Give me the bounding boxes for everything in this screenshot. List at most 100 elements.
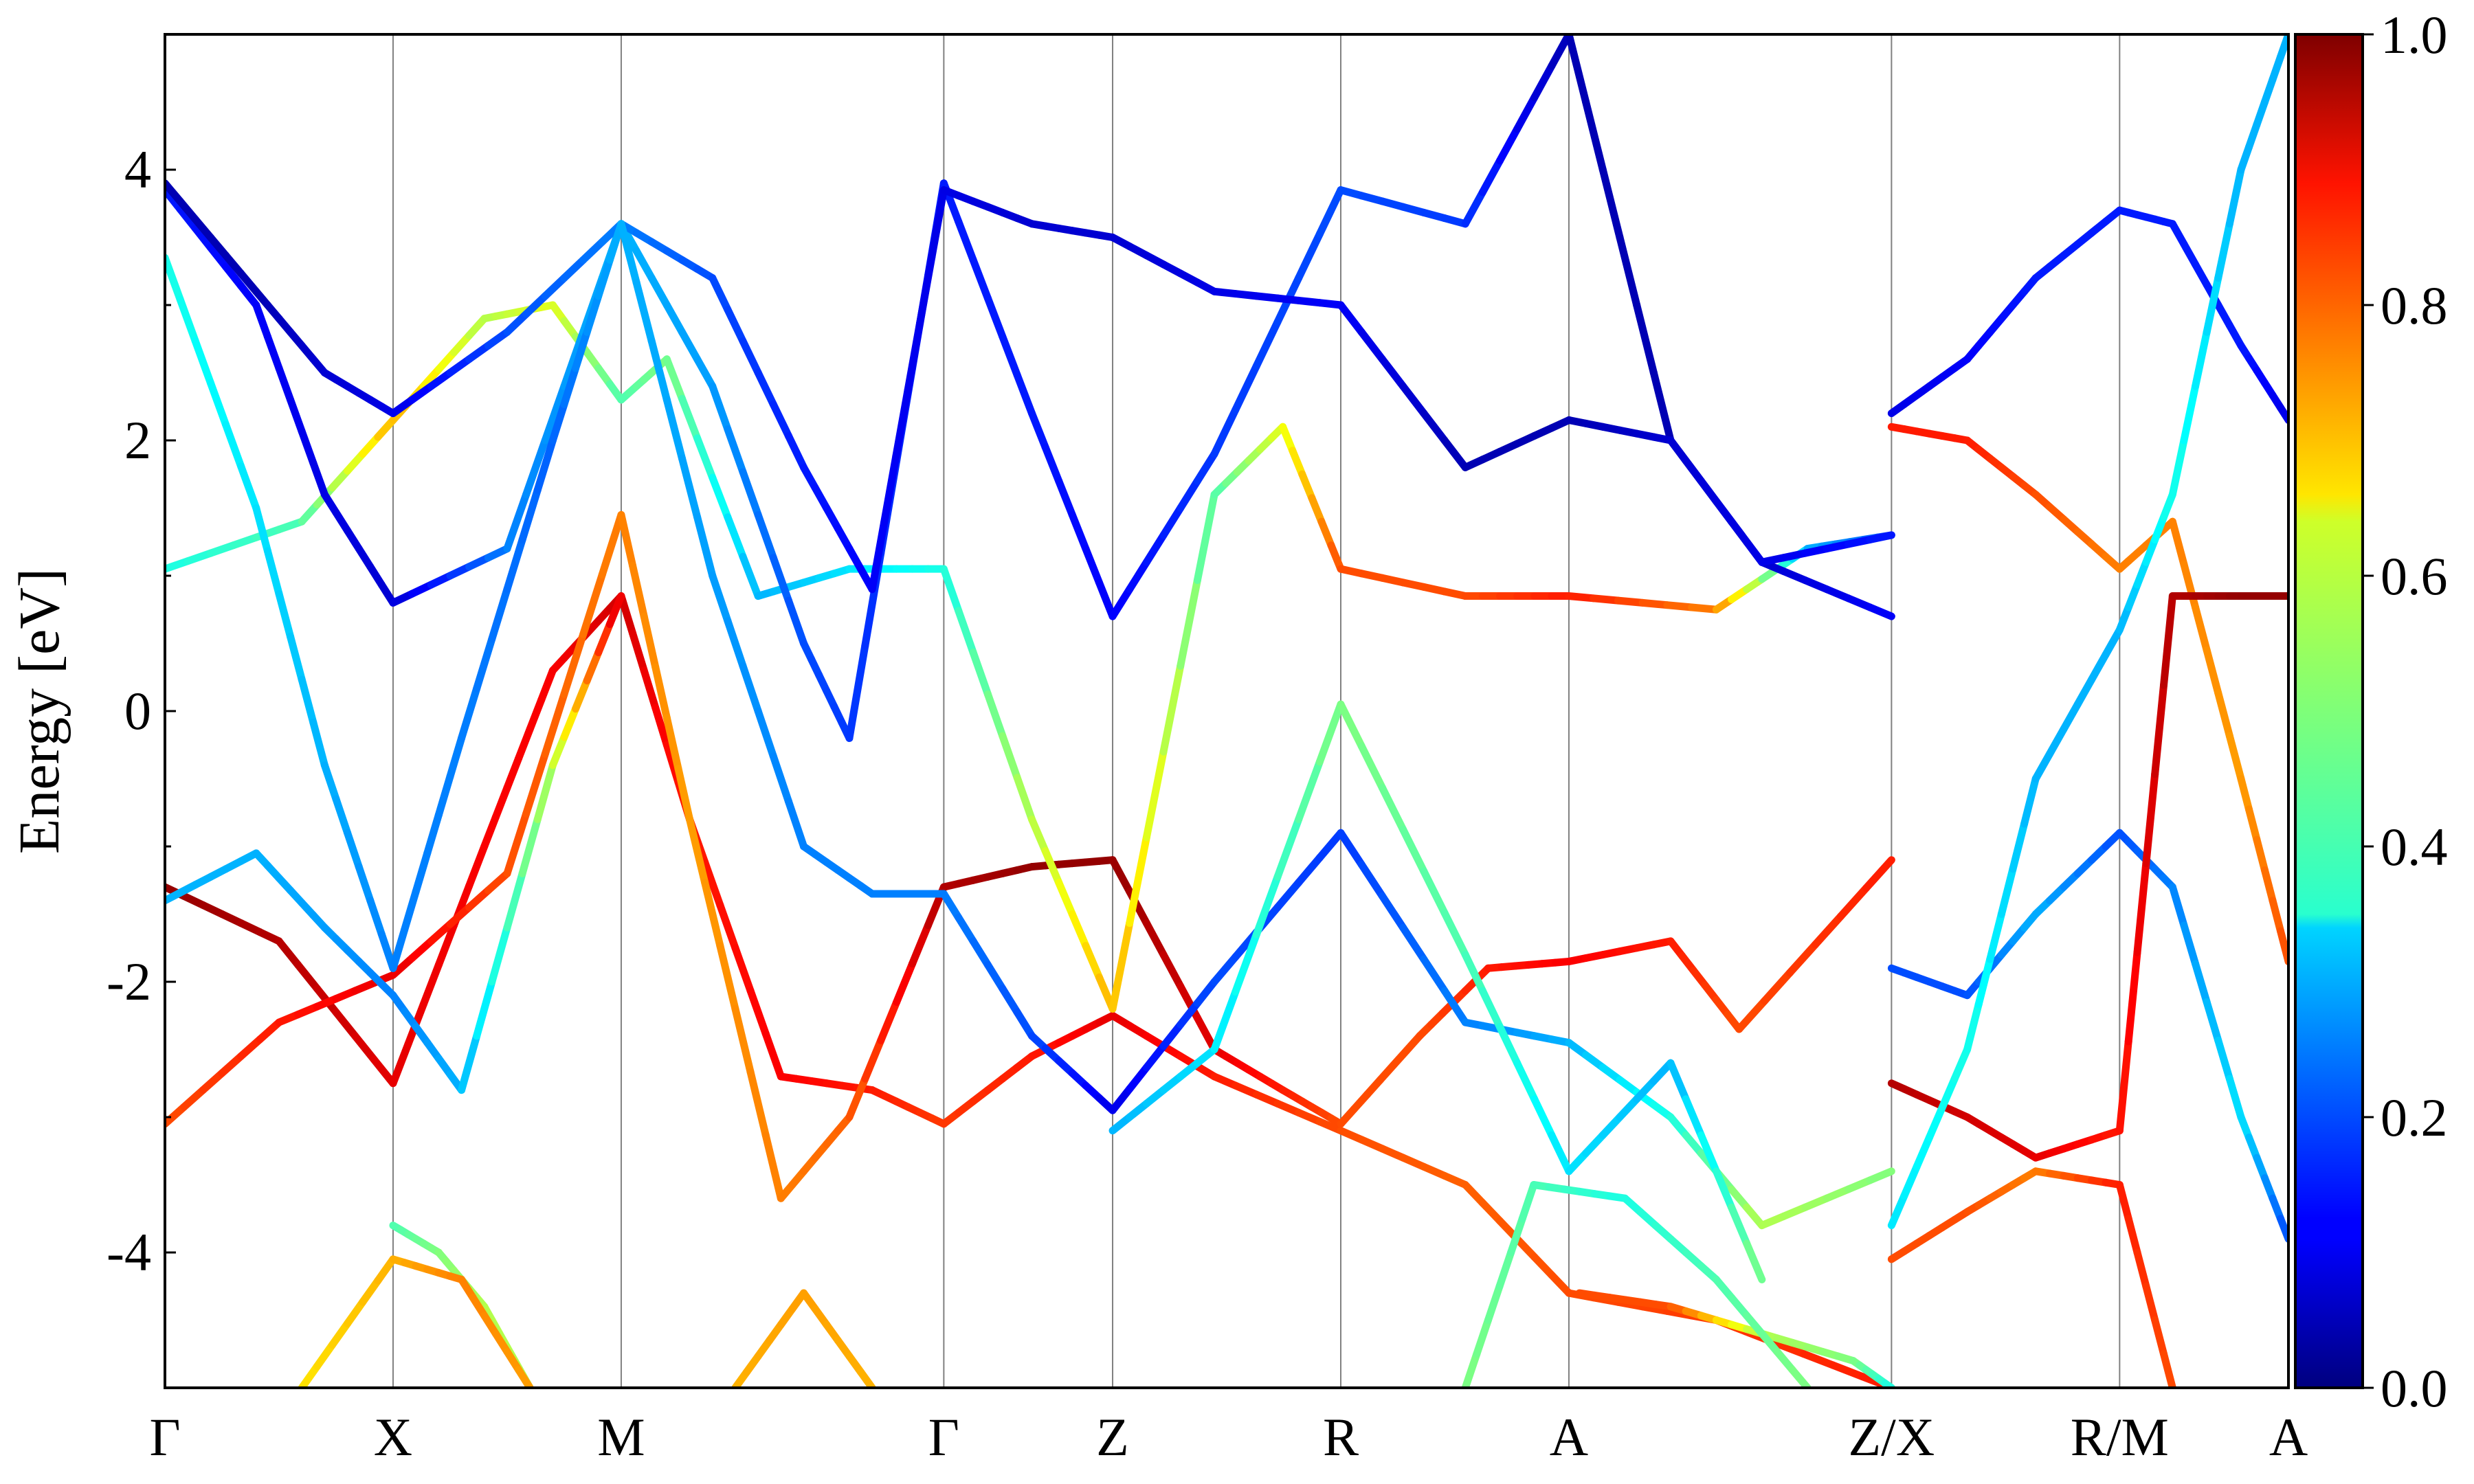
band-segment (2203, 646, 2222, 697)
band-segment (165, 1103, 188, 1128)
band-segment (1159, 1020, 1185, 1050)
band-segment (2269, 897, 2284, 935)
band-segment (1758, 1212, 1787, 1230)
band-segment (1478, 1199, 1504, 1225)
band-segment (313, 1341, 336, 1371)
band-segment (222, 251, 245, 278)
band-segment (1159, 504, 1185, 539)
band-segment (309, 459, 328, 499)
band-segment (434, 348, 458, 374)
band-segment (2192, 328, 2211, 390)
band-segment (1862, 856, 1895, 892)
band-segment (1440, 987, 1469, 1026)
band-segment (2102, 626, 2124, 659)
band-segment (784, 596, 808, 647)
band-segment (746, 987, 770, 1038)
band-segment (857, 1368, 876, 1388)
band-segment (1495, 125, 1522, 165)
band-segment (1082, 941, 1103, 981)
band-segment (1337, 700, 1366, 750)
band-8 (1108, 700, 1766, 1283)
band-segment (1811, 912, 1845, 949)
band-segment (1728, 1294, 1751, 1320)
band-segment (298, 501, 321, 526)
band-segment (465, 315, 489, 339)
band-14 (1887, 1167, 2176, 1388)
band-segment (1399, 923, 1428, 963)
band-segment (1399, 825, 1428, 875)
band-segment (1357, 742, 1386, 792)
band-segment (769, 554, 792, 605)
x-axis: Γ X M Γ Z R A Z/X R/M A (149, 1407, 2308, 1467)
band-segment (537, 666, 557, 704)
band-segment (1743, 1239, 1766, 1283)
band-segment (1513, 1235, 1539, 1261)
colorbar-tick-label: 0.8 (2381, 276, 2448, 335)
band-segment (344, 450, 367, 475)
band-segment (1565, 592, 1598, 603)
band-segment (503, 535, 526, 594)
band-segment (2244, 805, 2261, 844)
band-segment (351, 1032, 378, 1064)
band-segment (419, 366, 443, 390)
band-segment (165, 557, 192, 573)
band-segment (632, 247, 656, 282)
y-axis-label: Energy [eV] (8, 568, 71, 854)
band-segment (560, 630, 588, 698)
band-segment (598, 510, 625, 578)
band-segment (298, 1362, 321, 1388)
band-segment (701, 879, 724, 949)
band-segment (2133, 558, 2150, 589)
band-segment (1530, 1095, 1556, 1139)
band-segment (1142, 531, 1168, 566)
band-segment (1337, 301, 1366, 336)
band-segment (2168, 883, 2188, 930)
band-segment (1210, 988, 1240, 1053)
band-segment (1193, 978, 1218, 1007)
band-segment (880, 452, 900, 527)
band-segment (1177, 477, 1201, 512)
band-segment (1997, 865, 2017, 918)
band-segment (2225, 322, 2245, 350)
band-segment (191, 215, 214, 241)
band-segment (583, 649, 603, 685)
band-segment (1638, 598, 1671, 609)
band-segment (1779, 1203, 1809, 1220)
band-segment (1126, 833, 1150, 928)
band-segment (1041, 847, 1063, 887)
band-2 (165, 510, 1895, 1202)
band-segment (1590, 594, 1622, 605)
band-13 (1887, 34, 2288, 1230)
band-segment (488, 585, 511, 643)
band-segment (1108, 856, 1134, 896)
band-segment (263, 333, 283, 372)
band-16 (298, 1255, 534, 1388)
band-segment (1315, 1118, 1345, 1135)
band-segment (2073, 675, 2096, 708)
band-segment (518, 816, 542, 877)
band-segment (309, 718, 328, 769)
band-segment (1013, 1008, 1036, 1040)
band-segment (2142, 770, 2159, 868)
band-segment (1273, 816, 1303, 881)
band-segment (1193, 1014, 1218, 1053)
band-segment (2142, 535, 2159, 566)
band-segment (252, 301, 271, 341)
x-kpoint-label: Z/X (1849, 1407, 1935, 1467)
band-segment (1925, 1104, 1946, 1142)
band-segment (2237, 143, 2253, 174)
band-segment (2151, 681, 2168, 778)
band-segment (1484, 1282, 1504, 1324)
band-segment (1295, 1108, 1324, 1126)
band-segment (2180, 240, 2200, 269)
band-segment (2192, 603, 2211, 654)
colorbar: 0.0 0.2 0.4 0.6 0.8 1.0 (2294, 5, 2448, 1418)
x-kpoint-label: Z (1096, 1407, 1129, 1467)
band-segment (1478, 157, 1504, 196)
band-segment (709, 382, 732, 434)
band-segment (845, 545, 865, 573)
band-segment (784, 797, 808, 851)
band-segment (518, 486, 542, 543)
band-segment (1986, 910, 2005, 963)
band-segment (709, 572, 732, 625)
